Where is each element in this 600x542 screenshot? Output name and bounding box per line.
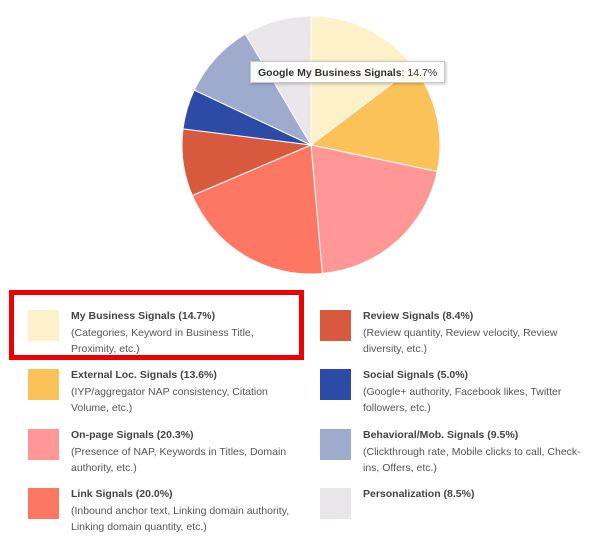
pie-slice-6[interactable] [193, 33, 313, 147]
legend-swatch [320, 488, 351, 519]
legend-title: External Loc. Signals (13.6%) [71, 369, 217, 381]
highlight-box [9, 290, 304, 360]
legend-description: (Review quantity, Review velocity, Revie… [363, 326, 558, 356]
legend-title: Link Signals (20.0%) [71, 488, 173, 500]
legend-text: My Business Signals (14.7%) (Categories,… [71, 308, 297, 358]
legend-text: Link Signals (20.0%) (Inbound anchor tex… [71, 486, 297, 536]
legend-swatch [28, 488, 59, 519]
legend-text: Personalization (8.5%) [363, 486, 589, 503]
legend-title: Behavioral/Mob. Signals (9.5%) [363, 429, 519, 441]
legend-description: (Clickthrough rate, Mobile clicks to cal… [363, 445, 581, 475]
legend-swatch [320, 429, 351, 460]
legend-swatch [28, 429, 59, 460]
legend-description: (Categories, Keyword in Business Title, … [71, 326, 254, 356]
legend-swatch [320, 369, 351, 400]
legend-title: Review Signals (8.4%) [363, 310, 474, 322]
legend-title: My Business Signals (14.7%) [71, 310, 216, 322]
legend-text: Review Signals (8.4%) (Review quantity, … [363, 308, 589, 358]
legend-swatch [28, 310, 59, 341]
legend-swatch [320, 310, 351, 341]
tooltip-value: 14.7% [407, 67, 438, 79]
tooltip-label: Google My Business Signals [258, 67, 402, 79]
pie-chart [181, 15, 441, 275]
legend-text: Social Signals (5.0%) (Google+ authority… [363, 367, 589, 417]
legend-description: (Inbound anchor text, Linking domain aut… [71, 504, 290, 534]
legend-title: On-page Signals (20.3%) [71, 429, 194, 441]
legend-description: (IYP/aggregator NAP consistency, Citatio… [71, 385, 268, 415]
legend-text: On-page Signals (20.3%) (Presence of NAP… [71, 427, 297, 477]
legend-title: Personalization (8.5%) [363, 488, 475, 500]
legend-description: (Google+ authority, Facebook likes, Twit… [363, 385, 562, 415]
legend-text: Behavioral/Mob. Signals (9.5%) (Clickthr… [363, 427, 589, 477]
slice-tooltip: Google My Business Signals: 14.7% [250, 61, 446, 83]
legend-title: Social Signals (5.0%) [363, 369, 469, 381]
pie-slice-3[interactable] [191, 144, 323, 275]
pie-slice-2[interactable] [310, 144, 438, 275]
legend-description: (Presence of NAP, Keywords in Titles, Do… [71, 445, 287, 475]
chart-legend: My Business Signals (14.7%) (Categories,… [0, 290, 600, 540]
legend-text: External Loc. Signals (13.6%) (IYP/aggre… [71, 367, 297, 417]
tooltip-separator: : [401, 67, 408, 79]
legend-swatch [28, 369, 59, 400]
